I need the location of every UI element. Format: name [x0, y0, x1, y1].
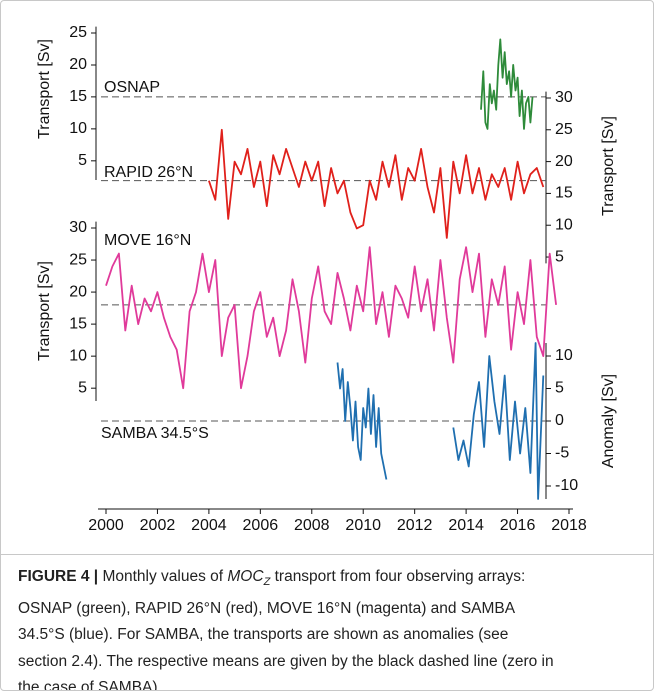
- x-tick-label: 2016: [500, 517, 536, 534]
- y-tick-label: 20: [555, 153, 573, 170]
- y-tick-label: 5: [555, 380, 564, 397]
- y-axis-label: Transport [Sv]: [36, 39, 53, 139]
- y-tick-label: -5: [555, 445, 569, 462]
- chart: 2000 2002 2004 2006 2008 2010 2012 2014 2016 2018…: [36, 24, 617, 534]
- y-tick-label: 20: [69, 283, 87, 300]
- y-axis-label: Transport [Sv]: [600, 116, 617, 216]
- series-label: OSNAP: [104, 79, 160, 96]
- series-label: RAPID 26°N: [104, 164, 193, 181]
- y-tick-label: 15: [555, 185, 573, 202]
- series-label: MOVE 16°N: [104, 232, 191, 249]
- x-tick-label: 2018: [551, 517, 587, 534]
- y-tick-label: 10: [555, 216, 573, 233]
- x-tick-label: 2010: [345, 517, 381, 534]
- y-tick-label: 25: [69, 24, 87, 41]
- y-tick-label: 20: [69, 56, 87, 73]
- series-line: [480, 38, 534, 130]
- y-tick-label: 5: [78, 152, 87, 169]
- y-tick-label: 5: [555, 248, 564, 265]
- caption-label: FIGURE 4 |: [18, 568, 99, 585]
- y-tick-label: 10: [69, 347, 87, 364]
- y-tick-label: -10: [555, 477, 578, 494]
- caption-line: section 2.4). The respective means are g…: [18, 652, 554, 670]
- x-tick-label: 2004: [191, 517, 227, 534]
- y-tick-label: 25: [555, 121, 573, 138]
- series-line: [105, 246, 557, 390]
- x-tick-label: 2002: [140, 517, 176, 534]
- caption-line: FIGURE 4 | Monthly values of MOCZ transp…: [18, 564, 643, 596]
- caption-line: 34.5°S (blue). For SAMBA, the transports…: [18, 626, 509, 644]
- x-tick-label: 2006: [243, 517, 279, 534]
- x-tick-label: 2014: [448, 517, 484, 534]
- x-tick-label: 2008: [294, 517, 330, 534]
- caption-line: the case of SAMBA).: [18, 679, 162, 691]
- y-axis-label: Transport [Sv]: [36, 261, 53, 361]
- y-tick-label: 10: [555, 347, 573, 364]
- y-tick-label: 15: [69, 315, 87, 332]
- caption: FIGURE 4 | Monthly values of MOCZ transp…: [18, 564, 643, 691]
- y-tick-label: 25: [69, 251, 87, 268]
- caption-text: MOC: [227, 568, 264, 585]
- caption-text: transport from four observing arrays:: [270, 568, 526, 585]
- x-tick-label: 2012: [397, 517, 433, 534]
- y-tick-label: 10: [69, 120, 87, 137]
- y-tick-label: 30: [69, 219, 87, 236]
- series-line: [208, 128, 545, 239]
- y-tick-label: 5: [78, 379, 87, 396]
- y-tick-label: 30: [555, 89, 573, 106]
- series-line: [336, 342, 545, 500]
- caption-text: Monthly values of: [102, 568, 228, 585]
- series-label: SAMBA 34.5°S: [101, 425, 209, 442]
- caption-text: Z: [263, 576, 271, 589]
- y-axis-label: Anomaly [Sv]: [600, 374, 617, 468]
- y-tick-label: 0: [555, 412, 564, 429]
- separator: [1, 554, 653, 555]
- x-tick-label: 2000: [88, 517, 124, 534]
- y-tick-label: 15: [69, 88, 87, 105]
- caption-line: OSNAP (green), RAPID 26°N (red), MOVE 16…: [18, 599, 516, 617]
